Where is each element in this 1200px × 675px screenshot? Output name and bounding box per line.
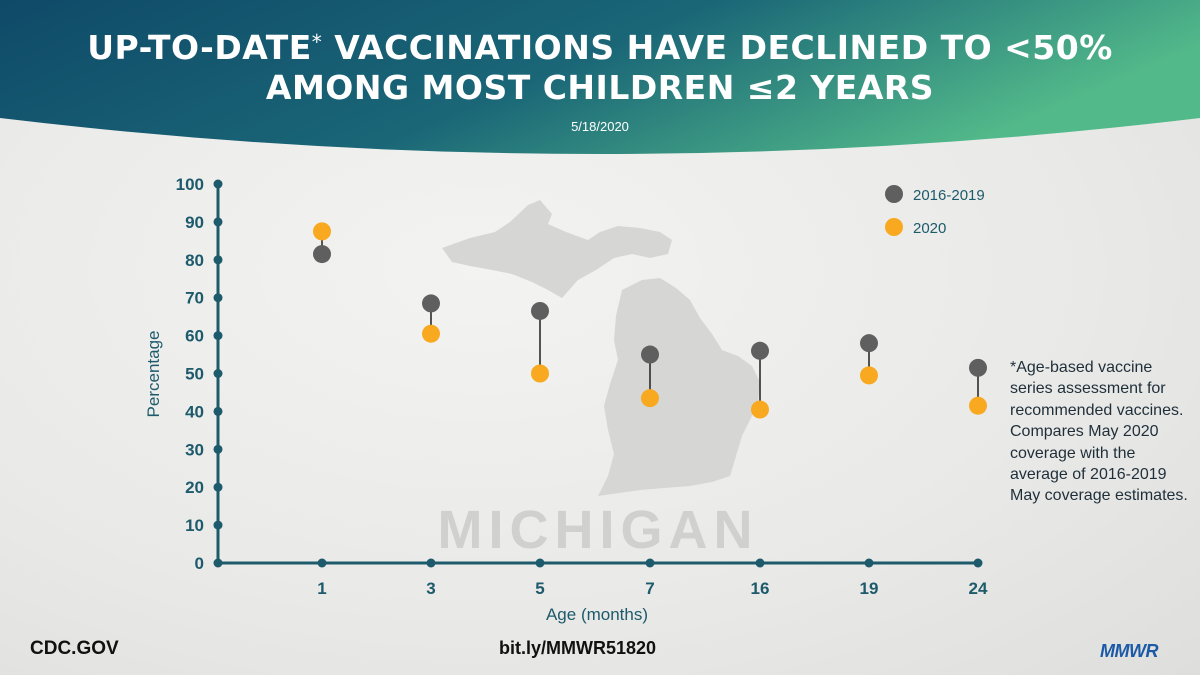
y-tick-dot <box>213 369 223 378</box>
michigan-lower-peninsula-shape <box>598 278 760 496</box>
y-tick-dot <box>213 293 223 303</box>
y-tick-dot <box>213 482 223 492</box>
legend-label-2016-2019: 2016-2019 <box>913 187 985 204</box>
page-title-line2: AMONG MOST CHILDREN ≤2 YEARS <box>265 68 935 107</box>
michigan-upper-peninsula-shape <box>442 200 672 298</box>
legend-marker-2020 <box>885 218 903 236</box>
x-tick-label: 16 <box>751 579 770 598</box>
x-axis-label: Age (months) <box>546 605 648 624</box>
x-tick-dot <box>426 558 436 568</box>
y-tick-label: 80 <box>185 251 204 270</box>
map-label-michigan: MICHIGAN <box>438 500 759 560</box>
point-2020 <box>860 366 878 385</box>
footnote: *Age-based vaccine series assessment for… <box>1010 359 1188 505</box>
y-tick-dot <box>213 406 223 416</box>
page-title-line1: UP-TO-DATE* VACCINATIONS HAVE DECLINED T… <box>87 28 1113 67</box>
y-tick-label: 40 <box>185 402 204 421</box>
x-tick-label: 5 <box>535 579 544 598</box>
point-2020 <box>751 400 769 419</box>
axes: 0 10 20 30 40 50 60 70 80 90 100 1 3 5 7 16 19 24 Age (mon… <box>144 175 988 624</box>
data-marks <box>313 222 987 419</box>
point-2016-2019 <box>313 245 331 264</box>
source-link-cdc-gov[interactable]: CDC.GOV <box>30 638 119 659</box>
y-tick-label: 70 <box>185 289 204 308</box>
y-tick-dot <box>213 444 223 454</box>
point-2020 <box>313 222 331 241</box>
y-tick-dot <box>213 179 223 189</box>
x-tick-dot <box>645 558 655 568</box>
x-tick-dot <box>755 558 765 568</box>
header-band <box>0 0 1200 154</box>
point-2020 <box>422 324 440 343</box>
x-tick-dot <box>864 558 874 568</box>
x-tick-dot <box>535 558 545 568</box>
title-asterisk: * <box>311 30 323 54</box>
article-short-link[interactable]: bit.ly/MMWR51820 <box>499 638 657 658</box>
y-tick-label: 20 <box>185 478 204 497</box>
x-tick-dot <box>317 558 327 568</box>
x-tick-label: 19 <box>860 579 879 598</box>
point-2020 <box>641 389 659 408</box>
point-2016-2019 <box>751 341 769 360</box>
y-axis-label: Percentage <box>144 331 163 418</box>
y-tick-label: 90 <box>185 213 204 232</box>
legend-marker-2016-2019 <box>885 185 903 203</box>
x-tick-label: 3 <box>426 579 435 598</box>
y-tick-dot <box>213 520 223 530</box>
y-tick-dot <box>213 217 223 227</box>
y-tick-label: 50 <box>185 365 204 384</box>
point-2016-2019 <box>531 301 549 320</box>
mmwr-logo: MMWR <box>1100 641 1158 661</box>
y-tick-label: 60 <box>185 327 204 346</box>
y-tick-dot <box>213 331 223 341</box>
legend: 2016-2019 2020 <box>885 185 985 237</box>
y-tick-label: 0 <box>195 554 204 573</box>
legend-label-2020: 2020 <box>913 220 946 237</box>
y-tick-label: 30 <box>185 440 204 459</box>
point-2016-2019 <box>860 334 878 353</box>
x-tick-label: 24 <box>969 579 988 598</box>
y-tick-label: 10 <box>185 516 204 535</box>
y-tick-label: 100 <box>176 175 204 194</box>
y-tick-dot <box>213 255 223 265</box>
point-2016-2019 <box>641 345 659 364</box>
michigan-map-background: MICHIGAN <box>438 200 760 560</box>
publication-date: 5/18/2020 <box>571 119 629 134</box>
point-2020 <box>531 364 549 383</box>
point-2016-2019 <box>969 358 987 377</box>
x-tick-label: 1 <box>317 579 326 598</box>
x-tick-dot <box>973 558 983 568</box>
x-tick-label: 7 <box>645 579 654 598</box>
y-tick-dot <box>213 558 223 568</box>
point-2016-2019 <box>422 294 440 313</box>
point-2020 <box>969 396 987 415</box>
